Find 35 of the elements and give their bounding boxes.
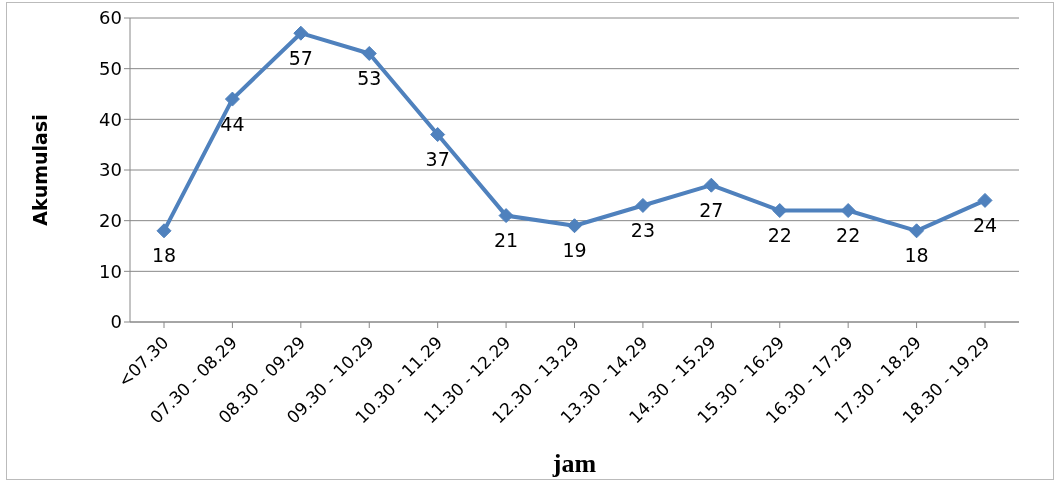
data-label: 27 bbox=[699, 198, 724, 221]
point bbox=[567, 218, 582, 234]
point bbox=[224, 91, 240, 107]
point bbox=[977, 192, 993, 208]
data-label: 53 bbox=[357, 66, 382, 89]
y-axis-title: Akumulasi bbox=[28, 114, 51, 226]
data-label: 37 bbox=[425, 148, 450, 171]
point bbox=[293, 25, 309, 41]
point bbox=[909, 223, 925, 239]
data-label: 57 bbox=[288, 46, 313, 69]
x-axis-title: jam bbox=[551, 449, 597, 478]
y-tick-label: 40 bbox=[99, 108, 122, 130]
y-tick-label: 60 bbox=[99, 7, 122, 29]
data-label: 18 bbox=[904, 244, 929, 267]
data-label: 44 bbox=[220, 112, 245, 135]
point bbox=[361, 45, 377, 61]
point bbox=[430, 127, 446, 143]
point bbox=[703, 177, 719, 193]
y-tick-label: 0 bbox=[110, 311, 122, 333]
y-tick-label: 50 bbox=[99, 58, 122, 80]
y-tick-label: 30 bbox=[99, 159, 122, 181]
data-label: 21 bbox=[493, 229, 519, 252]
data-label: 22 bbox=[767, 224, 792, 247]
data-label: 18 bbox=[151, 244, 177, 267]
data-label: 22 bbox=[836, 224, 861, 247]
point bbox=[772, 203, 788, 219]
y-tick-label: 10 bbox=[99, 260, 122, 282]
point bbox=[156, 223, 172, 239]
point bbox=[635, 197, 651, 213]
data-label: 19 bbox=[562, 239, 587, 262]
y-tick-label: 20 bbox=[99, 210, 122, 232]
data-label: 23 bbox=[630, 218, 656, 241]
data-label: 24 bbox=[972, 213, 998, 236]
point bbox=[840, 203, 856, 219]
point bbox=[498, 208, 514, 224]
